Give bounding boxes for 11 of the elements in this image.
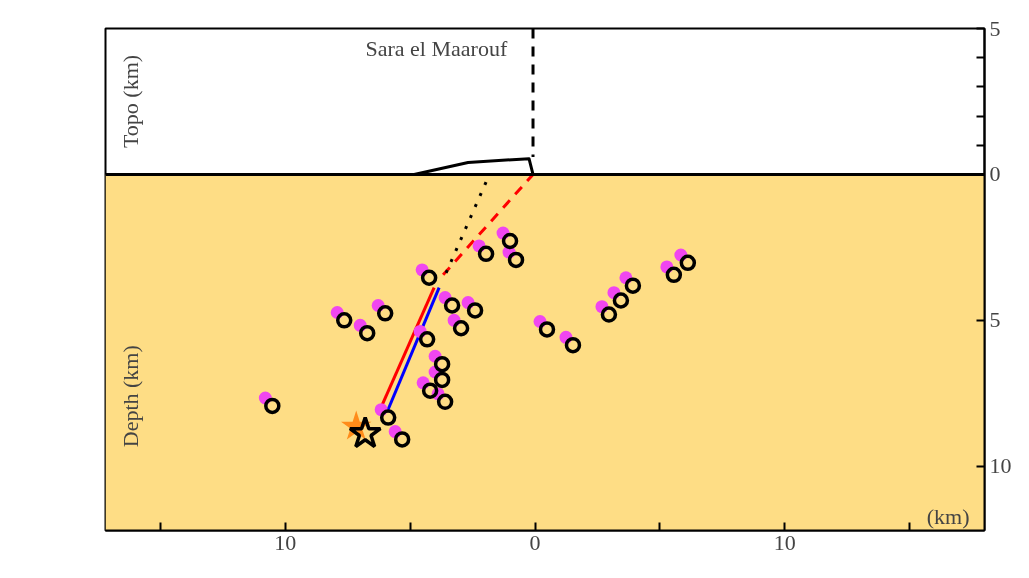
- x-tick-label: 10: [773, 529, 796, 555]
- y-tick-label: 0: [989, 161, 1001, 187]
- x-axis-title: (km): [926, 503, 970, 529]
- y-axis-title: Depth (km): [117, 345, 143, 448]
- x-tick-label: 0: [529, 529, 541, 555]
- x-tick-label: 10: [274, 529, 297, 555]
- y-tick-label: 5: [989, 15, 1001, 41]
- annotation: Sara el Maarouf: [365, 35, 508, 61]
- y-tick-label: 10: [989, 453, 1012, 479]
- annotation: Topo (km): [117, 54, 143, 149]
- y-tick-label: 5: [989, 307, 1001, 333]
